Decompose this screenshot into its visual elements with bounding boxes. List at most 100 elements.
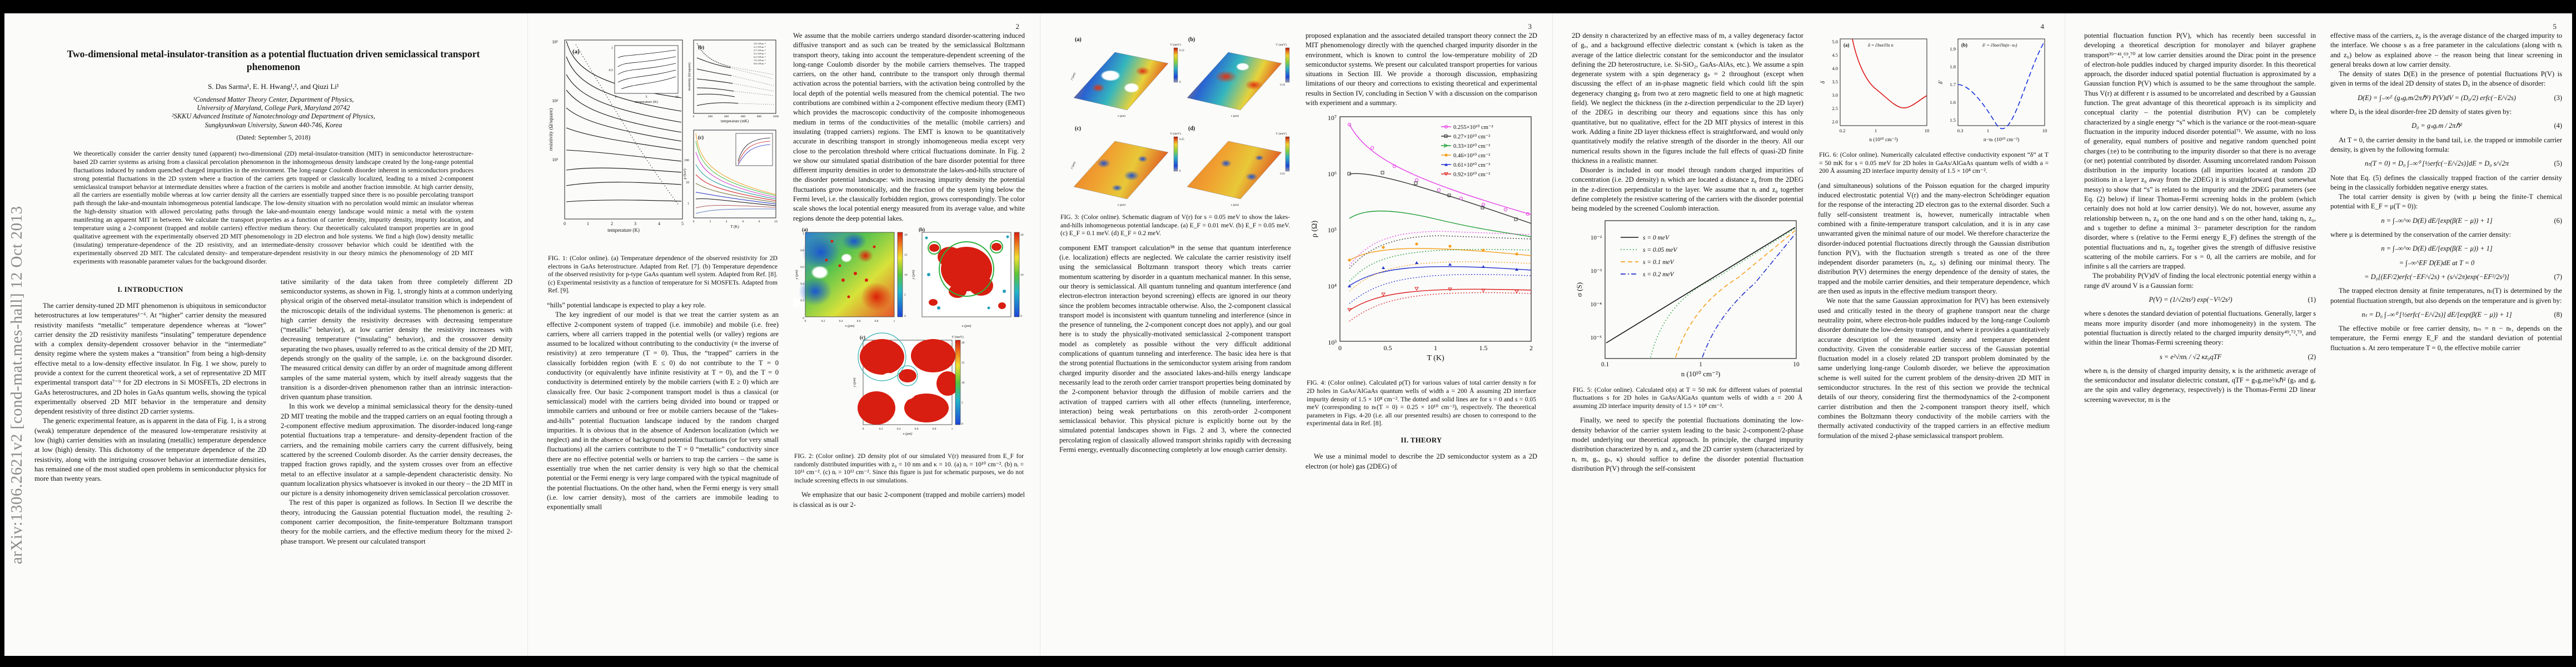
equation-2: s = e²√πnᵢ / √2 κz₀qTF (2) (2159, 352, 2316, 361)
svg-text:δ: δ (1820, 81, 1826, 83)
svg-text:0.33×10¹⁰ cm⁻²: 0.33×10¹⁰ cm⁻² (1453, 143, 1490, 150)
paragraph: Disorder is included in our model throug… (1572, 166, 1803, 213)
affiliation-1: ¹Condensed Matter Theory Center, Departm… (193, 95, 354, 103)
fig5-xlabel: n (10¹⁰ cm⁻²) (1681, 370, 1720, 378)
svg-text:0.92×10¹⁰ cm⁻²: 0.92×10¹⁰ cm⁻² (1453, 171, 1490, 178)
paragraph: effective mass of the carriers, z₀ is th… (2330, 32, 2562, 68)
svg-text:5.0: 5.0 (1832, 39, 1838, 44)
svg-text:δ′: δ′ (1938, 80, 1944, 84)
svg-text:(c): (c) (860, 335, 865, 340)
svg-text:0.6: 0.6 (915, 427, 919, 431)
paragraph: The generic experimental feature, as is … (34, 417, 266, 483)
equation-7a: n = ∫₋∞^∞ D(E) dE/[exp(β(E − μ)) + 1] (2381, 245, 2493, 253)
page-1: Two-dimensional metal-insulator-transiti… (34, 13, 512, 656)
svg-text:1: 1 (1434, 344, 1437, 352)
page-separator (527, 13, 528, 656)
svg-text:4.5: 4.5 (1832, 52, 1838, 58)
svg-text:0.1: 0.1 (1601, 361, 1610, 368)
svg-text:0.3: 0.3 (1957, 128, 1964, 133)
svg-text:0.25: 0.25 (1179, 138, 1184, 141)
paragraph: The total carrier density is given by (w… (2330, 193, 2562, 211)
fig2-plot: (a) (793, 227, 1024, 436)
page2-column-right: We assume that the mobile carriers under… (793, 31, 1025, 638)
svg-text:200: 200 (708, 115, 713, 118)
svg-text:15: 15 (904, 253, 908, 257)
svg-text:0: 0 (693, 220, 695, 223)
svg-text:(b): (b) (1188, 37, 1195, 43)
figure-5: 10⁻² 10⁻³ 10⁻⁴ 10⁻⁵ 0.1 1 10 n (10¹⁰ cm⁻… (1572, 215, 1803, 382)
svg-text:y (μm): y (μm) (795, 270, 799, 280)
figure-1: (a) 10⁵ 10⁴ 10³ 0 1 2 3 4 5 temperature … (547, 32, 779, 250)
paragraph: We note that the same Gaussian approxima… (1818, 297, 2050, 440)
fig4-plot: 10⁷ 10⁶ 10⁵ 10⁴ 10³ 0 0.5 1 1.5 2 T (K) (1311, 114, 1533, 362)
paragraph: The density of states D(E) in the presen… (2330, 70, 2562, 88)
svg-text:(b): (b) (1961, 42, 1967, 48)
svg-text:V (meV): V (meV) (1275, 43, 1287, 47)
svg-text:1: 1 (951, 427, 953, 431)
svg-text:s = 0.05 meV: s = 0.05 meV (1643, 247, 1678, 253)
page-separator (1552, 13, 1553, 656)
svg-text:0: 0 (564, 221, 566, 226)
svg-text:0.255×10¹⁰ cm⁻²: 0.255×10¹⁰ cm⁻² (1453, 124, 1493, 131)
paragraph: We use a minimal model to describe the 2… (1306, 452, 1537, 470)
svg-text:x (μm): x (μm) (1117, 203, 1125, 207)
svg-text:1: 1 (1875, 128, 1877, 133)
fig2-caption: FIG. 2: (Color online). 2D density plot … (794, 452, 1024, 484)
svg-text:10⁻²: 10⁻² (1591, 235, 1602, 241)
paragraph: component EMT transport calculation³⁸ in… (1059, 243, 1291, 454)
svg-text:6: 6 (743, 220, 744, 223)
fig6-caption: FIG. 6: (Color online). Numerically calc… (1819, 151, 2049, 175)
svg-text:5: 5 (904, 293, 906, 297)
svg-text:1.9: 1.9 (1950, 46, 1956, 52)
paragraph: Finally, we need to specify the potentia… (1572, 416, 1803, 472)
page-number: 2 (1015, 22, 1020, 31)
page-number: 3 (1528, 22, 1532, 31)
figure-6: (a) δ = ∂lnσ/∂ln n 5.0 4.5 4.0 3.5 3.0 2… (1818, 32, 2050, 147)
svg-text:10: 10 (904, 273, 908, 277)
fig1b-ylabel: resistivity (Ω/square) (687, 63, 691, 91)
svg-text:4: 4 (658, 221, 660, 226)
svg-text:(a): (a) (1075, 37, 1082, 43)
equation-3: D(E) = ∫₋∞ᴱ (gₛgᵥm/2πℏ²) P(V)dV = (D₀/2)… (2358, 93, 2562, 102)
fig1a-ylabel: resistivity (Ω/square) (548, 108, 554, 151)
equation-4: D₀ = gₛgᵥm / 2πℏ² (4) (2411, 122, 2562, 130)
paragraph: The key ingredient of our model is that … (547, 311, 779, 511)
svg-text:(c): (c) (1075, 126, 1081, 132)
svg-text:s = 0.2 meV: s = 0.2 meV (1643, 271, 1675, 278)
svg-text:15: 15 (961, 361, 965, 365)
fig6-plot: (a) δ = ∂lnσ/∂ln n 5.0 4.5 4.0 3.5 3.0 2… (1820, 38, 2047, 143)
fig1a-xlabel: temperature (K) (607, 227, 640, 233)
svg-text:10³: 10³ (552, 157, 559, 162)
svg-text:0.2: 0.2 (821, 320, 825, 323)
svg-text:0.4: 0.4 (897, 427, 901, 431)
fig3-plot: (a) V (meV) 0.12 0 x (μm) y (μm) (b) (1069, 37, 1290, 207)
fig2-cbar-title: V (meV) (951, 335, 963, 339)
svg-text:4.7×10⁹cm⁻²: 4.7×10⁹cm⁻² (754, 49, 766, 52)
fig5-ylabel: σ (S) (1575, 282, 1583, 297)
svg-text:0.2: 0.2 (1840, 128, 1846, 133)
paper-sheet: Two-dimensional metal-insulator-transiti… (4, 13, 2572, 656)
paragraph: The effective mobile or free carrier den… (2330, 325, 2562, 352)
svg-text:0.6: 0.6 (857, 320, 861, 323)
fig6b-formula: δ′ = ∂lnσ/∂ln(n−nₜ) (1982, 43, 2017, 48)
equation-7b: = ∫₋∞^EF D(E)dE at T = 0 (2399, 258, 2475, 267)
paragraph: The rest of this paper is organized as f… (281, 499, 512, 545)
paragraph: The trapped electron density at finite t… (2330, 287, 2562, 305)
svg-text:100: 100 (684, 159, 689, 162)
figure-4: 10⁷ 10⁶ 10⁵ 10⁴ 10³ 0 0.5 1 1.5 2 T (K) (1306, 109, 1537, 375)
svg-text:4.0: 4.0 (1832, 66, 1838, 71)
paragraph: “hills” potential landscape is expected … (547, 301, 706, 309)
page-number: 5 (2553, 22, 2557, 31)
svg-text:9.0×10⁹cm⁻²: 9.0×10⁹cm⁻² (754, 62, 766, 65)
svg-text:0: 0 (693, 115, 695, 118)
svg-text:1.8: 1.8 (1950, 64, 1956, 69)
equation-7c: = D₀[(EF/2)erfc(−EF/√2s) + (s/√2π)exp(−E… (2364, 272, 2562, 281)
svg-text:1.5: 1.5 (1479, 344, 1488, 352)
paragraph: In this work we develop a minimal semicl… (281, 402, 512, 497)
svg-text:2.9×10⁹cm⁻²: 2.9×10⁹cm⁻² (754, 42, 766, 45)
page-4: 4 2D density n characterized by an effec… (1572, 13, 2050, 656)
paragraph: We assume that the mobile carriers under… (793, 32, 1025, 222)
page1-column-right: tative similarity of the data taken from… (281, 277, 512, 656)
svg-text:1: 1 (587, 221, 589, 226)
fig4-ylabel: ρ (Ω) (1311, 221, 1319, 238)
